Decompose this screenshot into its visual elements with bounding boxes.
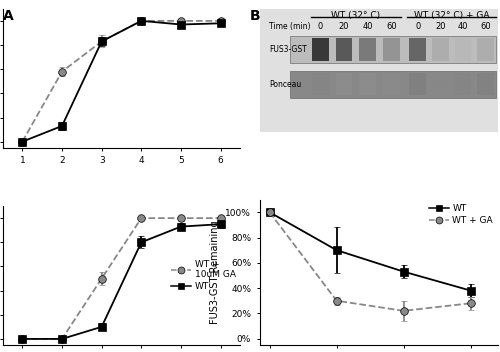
Text: FUS3-GST: FUS3-GST	[269, 45, 307, 54]
Bar	[336, 38, 352, 61]
Text: 20: 20	[339, 22, 349, 31]
Bar	[384, 73, 400, 95]
Bar	[360, 73, 376, 95]
Text: WT (32° C) + GA: WT (32° C) + GA	[414, 11, 490, 20]
Bar	[454, 73, 471, 95]
Bar	[360, 38, 376, 61]
Text: 60: 60	[386, 22, 397, 31]
Text: 0: 0	[415, 22, 420, 31]
Text: 0: 0	[318, 22, 323, 31]
Bar	[432, 38, 448, 61]
Bar	[410, 38, 426, 61]
Bar	[454, 38, 471, 61]
Text: A: A	[2, 9, 13, 23]
Bar	[290, 36, 496, 63]
Legend: WT +
10uM GA, WT: WT + 10uM GA, WT	[172, 260, 236, 291]
Bar	[312, 73, 328, 95]
Text: Ponceau: Ponceau	[269, 80, 302, 89]
Text: WT (32° C): WT (32° C)	[332, 11, 380, 20]
Bar	[478, 73, 494, 95]
Bar	[384, 38, 400, 61]
Legend: WT, WT + GA: WT, WT + GA	[429, 204, 493, 225]
Text: 20: 20	[435, 22, 446, 31]
Bar	[432, 73, 448, 95]
Text: 40: 40	[362, 22, 373, 31]
Bar	[290, 71, 496, 98]
Bar	[336, 73, 352, 95]
Text: B: B	[250, 9, 260, 23]
Bar	[312, 38, 328, 61]
Text: 40: 40	[458, 22, 468, 31]
Y-axis label: FUS3-GST Remaining: FUS3-GST Remaining	[210, 220, 220, 324]
Text: Time (min): Time (min)	[269, 22, 310, 31]
Bar	[478, 38, 494, 61]
Bar	[410, 73, 426, 95]
Text: 60: 60	[480, 22, 491, 31]
